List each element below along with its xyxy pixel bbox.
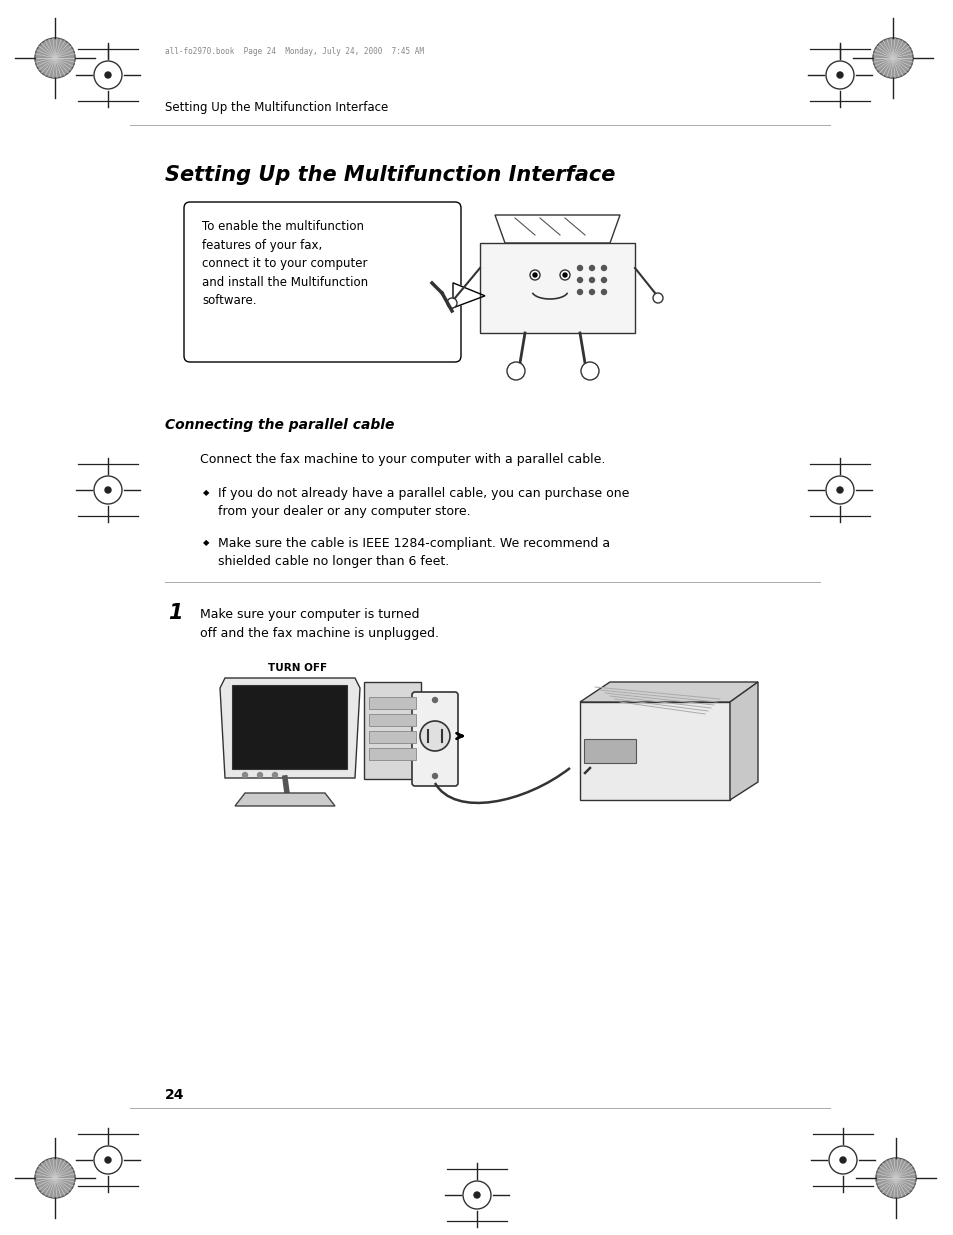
- Circle shape: [836, 487, 842, 493]
- Circle shape: [589, 289, 594, 294]
- Circle shape: [836, 72, 842, 78]
- Polygon shape: [579, 701, 729, 800]
- Circle shape: [577, 278, 582, 283]
- Polygon shape: [444, 284, 452, 306]
- Circle shape: [580, 362, 598, 380]
- Text: Make sure the cable is IEEE 1284-compliant. We recommend a: Make sure the cable is IEEE 1284-complia…: [218, 536, 610, 550]
- Circle shape: [577, 266, 582, 270]
- Polygon shape: [220, 678, 359, 778]
- Circle shape: [94, 61, 122, 89]
- Circle shape: [562, 273, 566, 277]
- Text: 24: 24: [165, 1088, 184, 1102]
- Circle shape: [419, 721, 450, 751]
- FancyBboxPatch shape: [369, 731, 416, 743]
- FancyBboxPatch shape: [412, 692, 457, 785]
- Circle shape: [94, 1146, 122, 1174]
- Circle shape: [35, 38, 75, 78]
- Circle shape: [875, 1158, 915, 1198]
- Text: 1: 1: [168, 603, 182, 622]
- Circle shape: [601, 266, 606, 270]
- Text: ◆: ◆: [203, 538, 210, 547]
- Circle shape: [825, 61, 853, 89]
- Text: all-fo2970.book  Page 24  Monday, July 24, 2000  7:45 AM: all-fo2970.book Page 24 Monday, July 24,…: [165, 47, 423, 57]
- Circle shape: [432, 773, 437, 778]
- Circle shape: [506, 362, 524, 380]
- Circle shape: [105, 72, 111, 78]
- Circle shape: [257, 773, 262, 778]
- Circle shape: [273, 773, 277, 778]
- FancyBboxPatch shape: [232, 685, 347, 769]
- Circle shape: [840, 1157, 845, 1163]
- Text: TURN OFF: TURN OFF: [268, 663, 327, 673]
- Circle shape: [589, 278, 594, 283]
- Circle shape: [601, 289, 606, 294]
- Circle shape: [35, 38, 75, 78]
- Text: If you do not already have a parallel cable, you can purchase one: If you do not already have a parallel ca…: [218, 487, 629, 499]
- Circle shape: [35, 1158, 75, 1198]
- Circle shape: [825, 475, 853, 504]
- Circle shape: [474, 1192, 479, 1198]
- Circle shape: [432, 698, 437, 703]
- FancyBboxPatch shape: [364, 682, 420, 779]
- Circle shape: [105, 487, 111, 493]
- Text: To enable the multifunction
features of your fax,
connect it to your computer
an: To enable the multifunction features of …: [202, 220, 368, 308]
- FancyBboxPatch shape: [369, 714, 416, 726]
- Circle shape: [577, 289, 582, 294]
- Circle shape: [105, 1157, 111, 1163]
- Circle shape: [601, 278, 606, 283]
- FancyBboxPatch shape: [583, 739, 636, 763]
- Text: Setting Up the Multifunction Interface: Setting Up the Multifunction Interface: [165, 101, 388, 115]
- Polygon shape: [234, 793, 335, 806]
- Circle shape: [872, 38, 912, 78]
- Circle shape: [533, 273, 537, 277]
- Polygon shape: [453, 283, 484, 308]
- Circle shape: [559, 270, 569, 280]
- Circle shape: [242, 773, 247, 778]
- Circle shape: [828, 1146, 856, 1174]
- Text: Connecting the parallel cable: Connecting the parallel cable: [165, 417, 394, 432]
- FancyBboxPatch shape: [369, 697, 416, 709]
- Circle shape: [875, 1158, 915, 1198]
- Text: shielded cable no longer than 6 feet.: shielded cable no longer than 6 feet.: [218, 556, 449, 568]
- Polygon shape: [729, 682, 758, 800]
- Text: Make sure your computer is turned
off and the fax machine is unplugged.: Make sure your computer is turned off an…: [200, 608, 438, 640]
- Circle shape: [94, 475, 122, 504]
- Circle shape: [872, 38, 912, 78]
- Circle shape: [652, 293, 662, 303]
- Circle shape: [462, 1181, 491, 1209]
- Text: Connect the fax machine to your computer with a parallel cable.: Connect the fax machine to your computer…: [200, 453, 605, 467]
- Text: from your dealer or any computer store.: from your dealer or any computer store.: [218, 505, 470, 519]
- FancyBboxPatch shape: [184, 203, 460, 362]
- Circle shape: [589, 266, 594, 270]
- Text: Setting Up the Multifunction Interface: Setting Up the Multifunction Interface: [165, 165, 615, 185]
- Polygon shape: [579, 682, 758, 701]
- Circle shape: [447, 298, 456, 308]
- Circle shape: [530, 270, 539, 280]
- Polygon shape: [479, 243, 635, 333]
- Text: ◆: ◆: [203, 489, 210, 498]
- FancyBboxPatch shape: [369, 748, 416, 760]
- Circle shape: [35, 1158, 75, 1198]
